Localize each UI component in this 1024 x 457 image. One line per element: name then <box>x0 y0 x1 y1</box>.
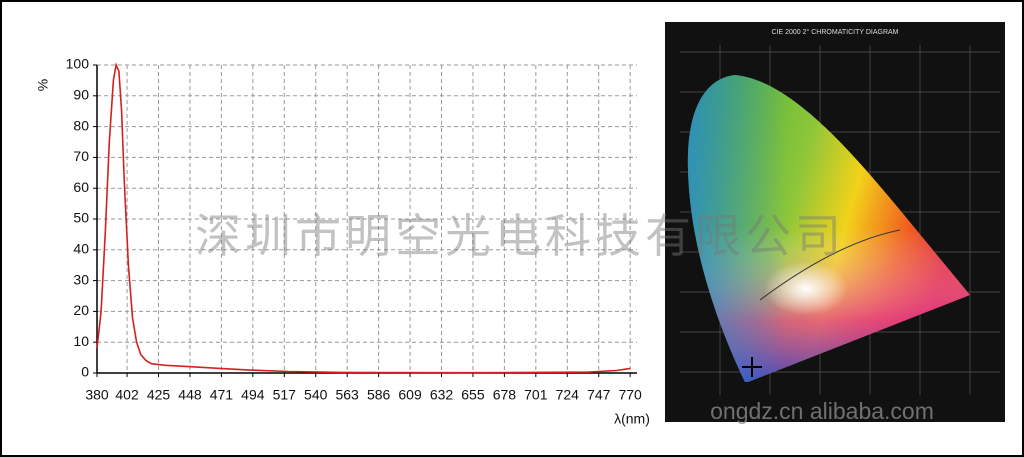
y-tick-label: 60 <box>73 179 89 195</box>
y-tick-label: 0 <box>81 364 89 380</box>
x-tick-label: 586 <box>367 387 391 403</box>
x-tick-label: 540 <box>304 387 328 403</box>
y-tick-label: 100 <box>66 56 90 72</box>
y-tick-label: 50 <box>73 210 89 226</box>
y-tick-label: 10 <box>73 333 89 349</box>
x-tick-label: 724 <box>556 387 580 403</box>
x-axis-label: λ(nm) <box>614 411 650 427</box>
watermark: 深圳市明空光电科技有限公司 <box>195 210 845 262</box>
x-tick-label: 609 <box>398 387 422 403</box>
watermark-url: ongdz.cn alibaba.com <box>710 398 934 424</box>
y-tick-label: 40 <box>73 241 89 257</box>
y-tick-label: 70 <box>73 148 89 164</box>
x-tick-label: 448 <box>178 387 202 403</box>
x-tick-label: 425 <box>147 387 171 403</box>
x-tick-label: 632 <box>430 387 454 403</box>
cross-marker <box>742 357 762 377</box>
x-tick-label: 402 <box>115 387 139 403</box>
x-tick-label: 701 <box>524 387 548 403</box>
y-tick-label: 20 <box>73 302 89 318</box>
diagram-title: CIE 2000 2° CHROMATICITY DIAGRAM <box>771 28 898 36</box>
x-tick-label: 655 <box>461 387 485 403</box>
planck-locus <box>759 229 901 301</box>
x-tick-label: 517 <box>273 387 297 403</box>
x-tick-label: 747 <box>587 387 611 403</box>
gamut-shade <box>687 75 970 382</box>
x-tick-label: 563 <box>335 387 359 403</box>
x-tick-label: 770 <box>618 387 642 403</box>
cie-diagram: CIE 2000 2° CHROMATICITY DIAGRAM <box>665 22 1005 422</box>
y-tick-label: 80 <box>73 117 89 133</box>
y-tick-label: 90 <box>73 87 89 103</box>
x-tick-label: 678 <box>493 387 517 403</box>
y-tick-label: 30 <box>73 271 89 287</box>
white-point <box>750 230 890 320</box>
x-tick-label: 494 <box>241 387 265 403</box>
spectrum-line <box>96 62 631 374</box>
x-tick-label: 471 <box>210 387 234 403</box>
x-tick-label: 380 <box>85 387 109 403</box>
y-axis-label: % <box>35 79 51 91</box>
plot: 0 10 20 30 40 50 60 70 80 90 100 380 402 425 448 471 494… <box>66 56 642 403</box>
